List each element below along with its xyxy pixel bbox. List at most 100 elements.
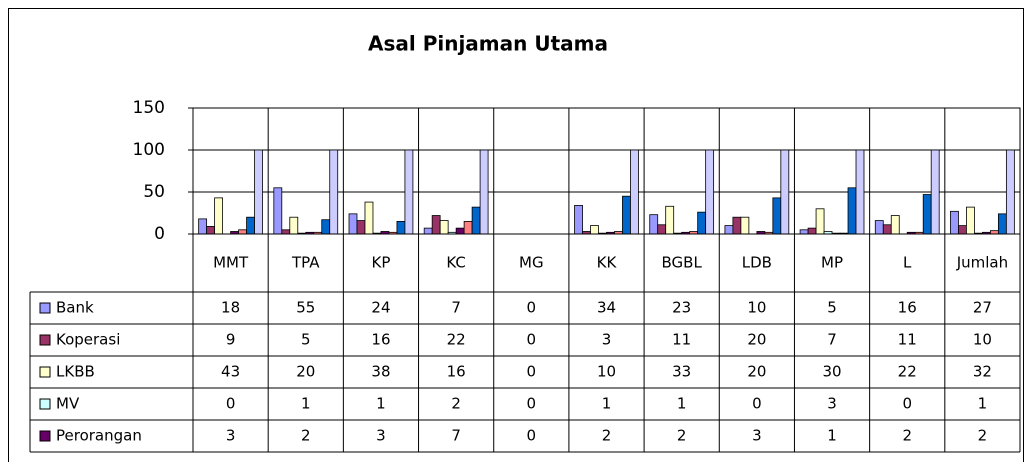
bar	[705, 149, 715, 235]
table-value: 5	[827, 299, 837, 317]
bar	[348, 213, 358, 235]
bar	[329, 149, 339, 235]
table-value: 23	[672, 299, 691, 317]
x-tick-label: KK	[597, 254, 618, 272]
bar	[238, 229, 247, 235]
table-value: 0	[752, 395, 762, 413]
legend-label: Bank	[56, 299, 94, 317]
bar	[439, 220, 449, 235]
legend-key	[39, 398, 51, 410]
bar	[356, 220, 366, 235]
y-tick-label: 100	[133, 140, 165, 160]
bar	[574, 205, 583, 235]
table-value: 20	[296, 363, 315, 381]
bar	[890, 215, 900, 235]
x-tick-label: MG	[519, 254, 544, 272]
bar	[657, 224, 667, 235]
table-value: 16	[447, 363, 466, 381]
table-value: 0	[902, 395, 912, 413]
bar	[950, 210, 959, 235]
table-value: 2	[451, 395, 461, 413]
legend-label: MV	[56, 395, 80, 413]
table-value: 0	[527, 395, 537, 413]
table-value: 10	[747, 299, 766, 317]
bar	[1005, 149, 1015, 235]
table-value: 0	[527, 331, 537, 349]
legend-label: Perorangan	[56, 427, 142, 445]
bar	[321, 219, 331, 235]
x-tick-label: KC	[446, 254, 466, 272]
bar	[431, 215, 441, 235]
table-value: 0	[226, 395, 236, 413]
table-value: 22	[447, 331, 466, 349]
bar	[989, 230, 999, 235]
x-tick-label: Jumlah	[956, 254, 1008, 272]
bar	[732, 216, 742, 235]
table-value: 10	[597, 363, 616, 381]
table-value: 3	[376, 427, 386, 445]
table-value: 7	[451, 427, 461, 445]
table-value: 2	[301, 427, 311, 445]
legend-key	[39, 366, 51, 378]
table-value: 9	[226, 331, 236, 349]
table-value: 43	[221, 363, 240, 381]
y-tick-label: 150	[133, 98, 165, 118]
table-value: 24	[371, 299, 390, 317]
bar	[423, 227, 433, 235]
table-value: 1	[602, 395, 612, 413]
table-value: 7	[827, 331, 837, 349]
table-value: 55	[296, 299, 315, 317]
bar	[463, 220, 473, 235]
bar	[198, 218, 208, 235]
y-tick-label: 0	[154, 224, 165, 244]
table-value: 20	[747, 363, 766, 381]
bar	[246, 216, 255, 235]
table-value: 27	[973, 299, 992, 317]
table-value: 16	[898, 299, 917, 317]
table-value: 0	[527, 363, 537, 381]
table-value: 5	[301, 331, 311, 349]
table-value: 3	[752, 427, 762, 445]
bar	[724, 225, 734, 235]
table-value: 30	[822, 363, 841, 381]
legend-label: LKBB	[56, 363, 95, 381]
bar	[799, 229, 809, 235]
table-value: 16	[371, 331, 390, 349]
x-tick-label: L	[903, 254, 912, 272]
bar	[289, 216, 299, 235]
bar	[479, 149, 489, 235]
table-value: 20	[747, 331, 766, 349]
table-value: 18	[221, 299, 240, 317]
table-value: 3	[226, 427, 236, 445]
bar	[281, 229, 291, 235]
table-value: 0	[527, 427, 537, 445]
bar	[772, 197, 782, 235]
x-tick-label: KP	[372, 254, 391, 272]
y-tick-label: 50	[143, 182, 165, 202]
bar	[665, 205, 675, 235]
table-value: 11	[672, 331, 691, 349]
x-tick-label: TPA	[291, 254, 320, 272]
bar	[807, 227, 817, 235]
table-value: 2	[677, 427, 687, 445]
table-value: 22	[898, 363, 917, 381]
x-tick-label: MMT	[213, 254, 249, 272]
table-value: 10	[973, 331, 992, 349]
bar	[254, 149, 263, 235]
bar	[855, 149, 865, 235]
table-value: 3	[602, 331, 612, 349]
table-value: 32	[973, 363, 992, 381]
bar	[630, 149, 639, 235]
table-value: 34	[597, 299, 616, 317]
x-tick-label: MP	[821, 254, 843, 272]
bar	[649, 214, 659, 235]
legend-label: Koperasi	[56, 331, 120, 349]
bar	[958, 225, 967, 235]
table-value: 1	[827, 427, 837, 445]
chart-border	[8, 8, 1024, 462]
table-value: 1	[978, 395, 988, 413]
bar	[396, 220, 406, 235]
bar	[273, 187, 283, 235]
table-value: 1	[301, 395, 311, 413]
